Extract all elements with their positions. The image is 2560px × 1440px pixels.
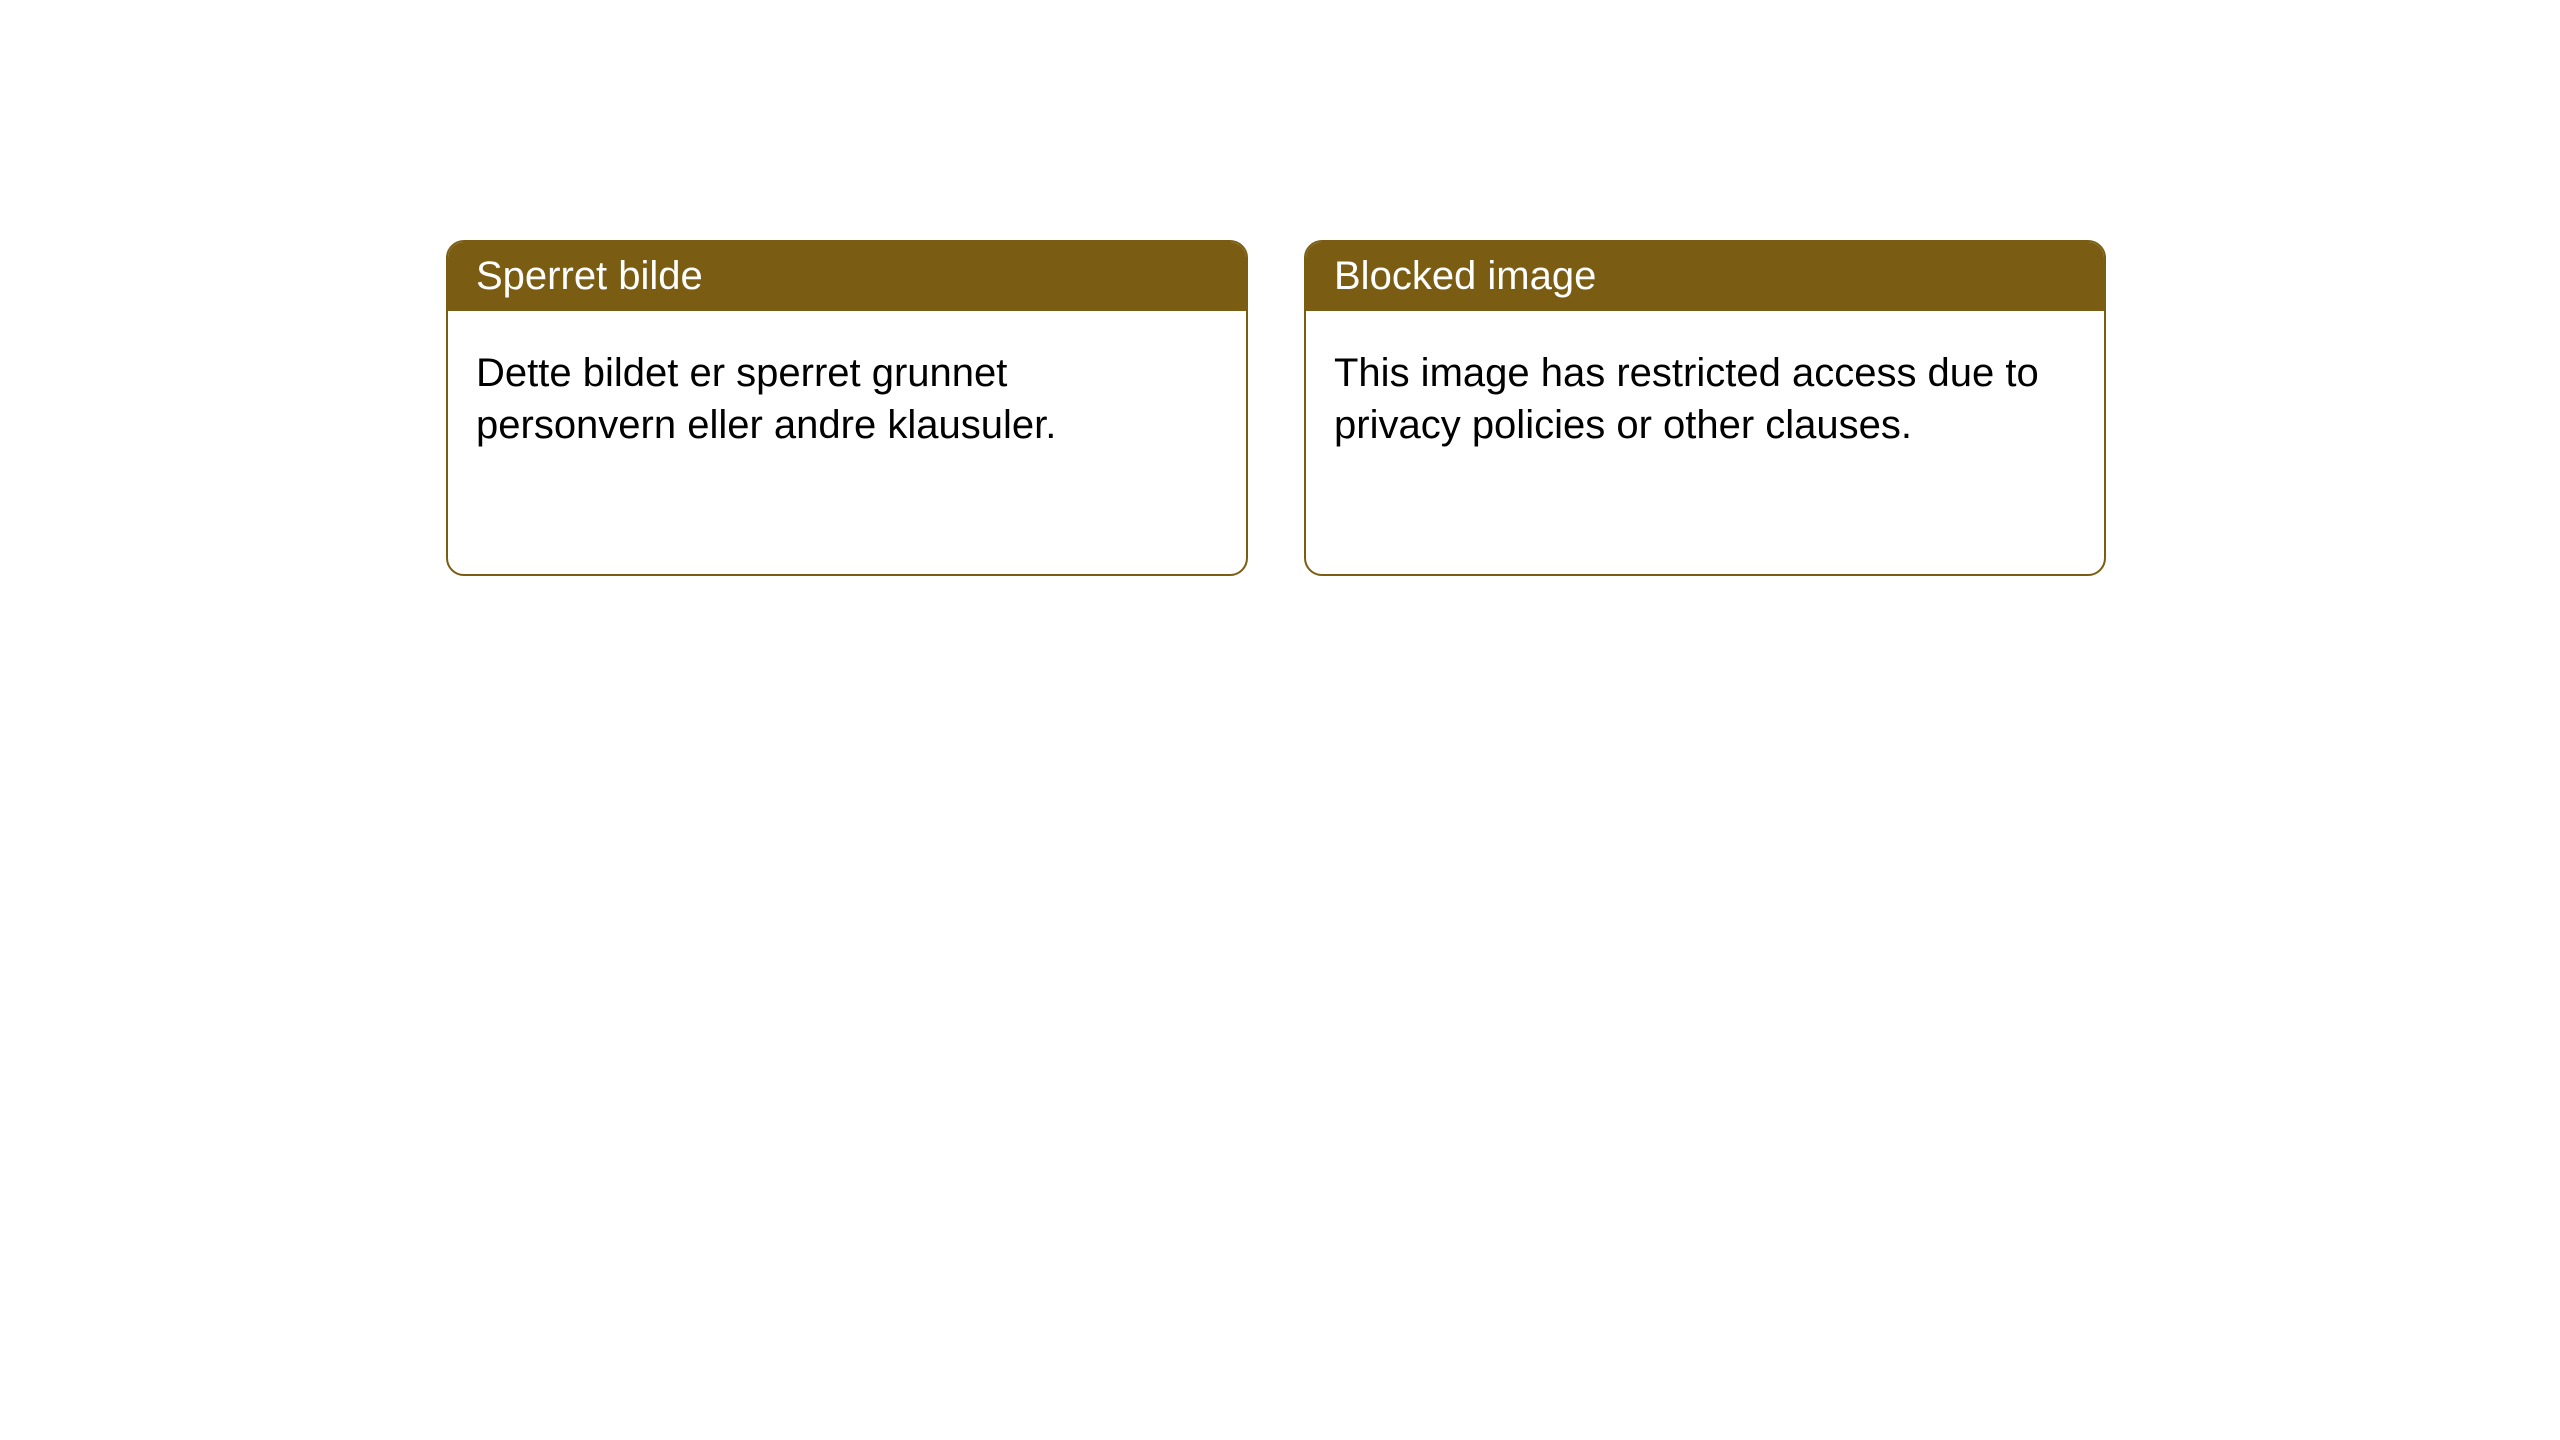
card-body-text: Dette bildet er sperret grunnet personve…	[476, 351, 1056, 447]
card-header: Blocked image	[1306, 242, 2104, 311]
notice-card-norwegian: Sperret bilde Dette bildet er sperret gr…	[446, 240, 1248, 576]
notice-container: Sperret bilde Dette bildet er sperret gr…	[0, 0, 2560, 576]
card-body: This image has restricted access due to …	[1306, 311, 2104, 487]
card-header: Sperret bilde	[448, 242, 1246, 311]
card-body-text: This image has restricted access due to …	[1334, 351, 2039, 447]
card-title: Blocked image	[1334, 254, 1596, 298]
card-title: Sperret bilde	[476, 254, 703, 298]
card-body: Dette bildet er sperret grunnet personve…	[448, 311, 1246, 487]
notice-card-english: Blocked image This image has restricted …	[1304, 240, 2106, 576]
